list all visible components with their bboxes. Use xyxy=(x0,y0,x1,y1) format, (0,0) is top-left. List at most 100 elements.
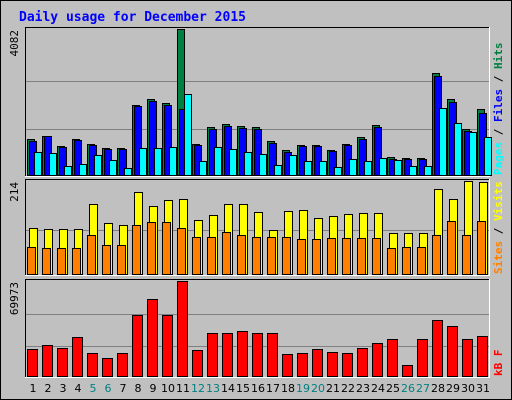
sites-bar-day-12 xyxy=(192,237,201,275)
pages-bar-day-2 xyxy=(49,153,57,176)
panel-0-y-max-label: 4082 xyxy=(8,30,21,57)
kbytes-bar-day-13 xyxy=(207,333,218,377)
x-tick-label-day-29: 29 xyxy=(446,382,460,395)
sites-bar-day-5 xyxy=(87,235,96,275)
pages-bar-day-8 xyxy=(139,148,147,176)
pages-bar-day-14 xyxy=(229,149,237,176)
x-tick-label-day-19: 19 xyxy=(296,382,310,395)
kbytes-bar-day-10 xyxy=(162,315,173,377)
files-bar-day-8 xyxy=(134,106,142,176)
kbytes-bar-day-28 xyxy=(432,320,443,377)
kbytes-bar-day-11 xyxy=(177,281,188,377)
x-tick-label-day-7: 7 xyxy=(120,382,127,395)
chart-title: Daily usage for December 2015 xyxy=(19,10,246,25)
kbytes-bar-day-29 xyxy=(447,326,458,377)
sites-bar-day-19 xyxy=(297,239,306,275)
files-bar-day-21 xyxy=(329,151,337,176)
x-tick-label-day-9: 9 xyxy=(150,382,157,395)
sites-bar-day-29 xyxy=(447,221,456,275)
sites-bar-day-14 xyxy=(222,232,231,275)
files-bar-day-17 xyxy=(269,143,277,176)
legend-entry-sites: Sites xyxy=(492,241,505,274)
panel-2-legend: kB F xyxy=(492,350,505,377)
pages-bar-day-13 xyxy=(214,147,222,176)
kbytes-bar-day-15 xyxy=(237,331,248,377)
kbytes-bar-day-20 xyxy=(312,349,323,377)
pages-bar-day-12 xyxy=(199,161,207,176)
x-tick-label-day-10: 10 xyxy=(161,382,175,395)
pages-bar-day-9 xyxy=(154,148,162,176)
x-tick-label-day-28: 28 xyxy=(431,382,445,395)
kbytes-bar-day-27 xyxy=(417,339,428,377)
sites-bar-day-3 xyxy=(57,248,66,275)
legend-entry-sep-1: / xyxy=(492,122,505,142)
x-tick-label-day-30: 30 xyxy=(461,382,475,395)
sites-bar-day-24 xyxy=(372,238,381,275)
sites-bar-day-6 xyxy=(102,245,111,275)
kbytes-bar-day-24 xyxy=(372,343,383,377)
kbytes-bar-day-21 xyxy=(327,352,338,377)
pages-bar-day-11 xyxy=(184,94,192,176)
pages-bar-day-6 xyxy=(109,160,117,176)
pages-bar-day-22 xyxy=(349,159,357,176)
files-bar-day-16 xyxy=(254,129,262,176)
x-tick-label-day-15: 15 xyxy=(236,382,250,395)
pages-bar-day-18 xyxy=(289,155,297,176)
kbytes-bar-day-16 xyxy=(252,333,263,377)
pages-bar-day-3 xyxy=(64,166,72,176)
x-tick-label-day-21: 21 xyxy=(326,382,340,395)
pages-bar-day-24 xyxy=(379,158,387,176)
x-tick-label-day-20: 20 xyxy=(311,382,325,395)
legend-entry-hits: Hits xyxy=(492,43,505,70)
x-axis-labels: 1 2 3 4 5 6 7 8 9 10 11 12 13 14 15 16 17 18 19 20 21 22 23 24 2… xyxy=(30,382,491,395)
kbytes-bar-day-30 xyxy=(462,339,473,377)
x-tick-label-day-25: 25 xyxy=(386,382,400,395)
panel-1-legend: Sites / Visits xyxy=(492,181,505,274)
files-bar-day-3 xyxy=(59,147,67,176)
x-tick-label-day-16: 16 xyxy=(251,382,265,395)
files-bar-day-10 xyxy=(164,105,172,176)
x-tick-label-day-4: 4 xyxy=(75,382,82,395)
kbytes-bar-day-9 xyxy=(147,299,158,377)
x-tick-label-day-17: 17 xyxy=(266,382,280,395)
sites-bar-day-7 xyxy=(117,245,126,275)
sites-bar-day-21 xyxy=(327,238,336,275)
legend-entry-sep-2: / xyxy=(492,69,505,89)
sites-bar-day-13 xyxy=(207,237,216,275)
kbytes-bar-day-8 xyxy=(132,315,143,377)
x-tick-label-day-18: 18 xyxy=(281,382,295,395)
pages-bar-day-30 xyxy=(469,132,477,176)
pages-bar-day-23 xyxy=(364,161,372,176)
kbytes-bar-day-3 xyxy=(57,348,68,377)
legend-entry-files: Files xyxy=(492,89,505,122)
sites-bar-day-31 xyxy=(477,221,486,275)
kbytes-bar-day-22 xyxy=(342,353,353,377)
sites-bar-day-10 xyxy=(162,222,171,275)
sites-bar-day-2 xyxy=(42,248,51,275)
sites-bar-day-23 xyxy=(357,238,366,275)
sites-bar-day-20 xyxy=(312,239,321,275)
pages-bar-day-29 xyxy=(454,123,462,176)
pages-bar-day-25 xyxy=(394,160,402,176)
files-bar-day-24 xyxy=(374,127,382,176)
pages-bar-day-27 xyxy=(424,166,432,176)
panel-2-y-max-label: 69973 xyxy=(8,282,21,315)
sites-bar-day-18 xyxy=(282,237,291,275)
pages-bar-day-7 xyxy=(124,168,132,176)
x-tick-label-day-3: 3 xyxy=(60,382,67,395)
x-tick-label-day-23: 23 xyxy=(356,382,370,395)
x-tick-label-day-2: 2 xyxy=(45,382,52,395)
sites-bar-day-4 xyxy=(72,248,81,275)
x-tick-label-day-6: 6 xyxy=(105,382,112,395)
pages-bar-day-4 xyxy=(79,164,87,176)
pages-bar-day-17 xyxy=(274,165,282,176)
sites-bar-day-30 xyxy=(462,235,471,275)
pages-bar-day-28 xyxy=(439,108,447,176)
x-tick-label-day-13: 13 xyxy=(206,382,220,395)
kbytes-bar-day-26 xyxy=(402,365,413,377)
files-bar-day-23 xyxy=(359,139,367,176)
x-tick-label-day-1: 1 xyxy=(30,382,37,395)
sites-bar-day-28 xyxy=(432,235,441,275)
